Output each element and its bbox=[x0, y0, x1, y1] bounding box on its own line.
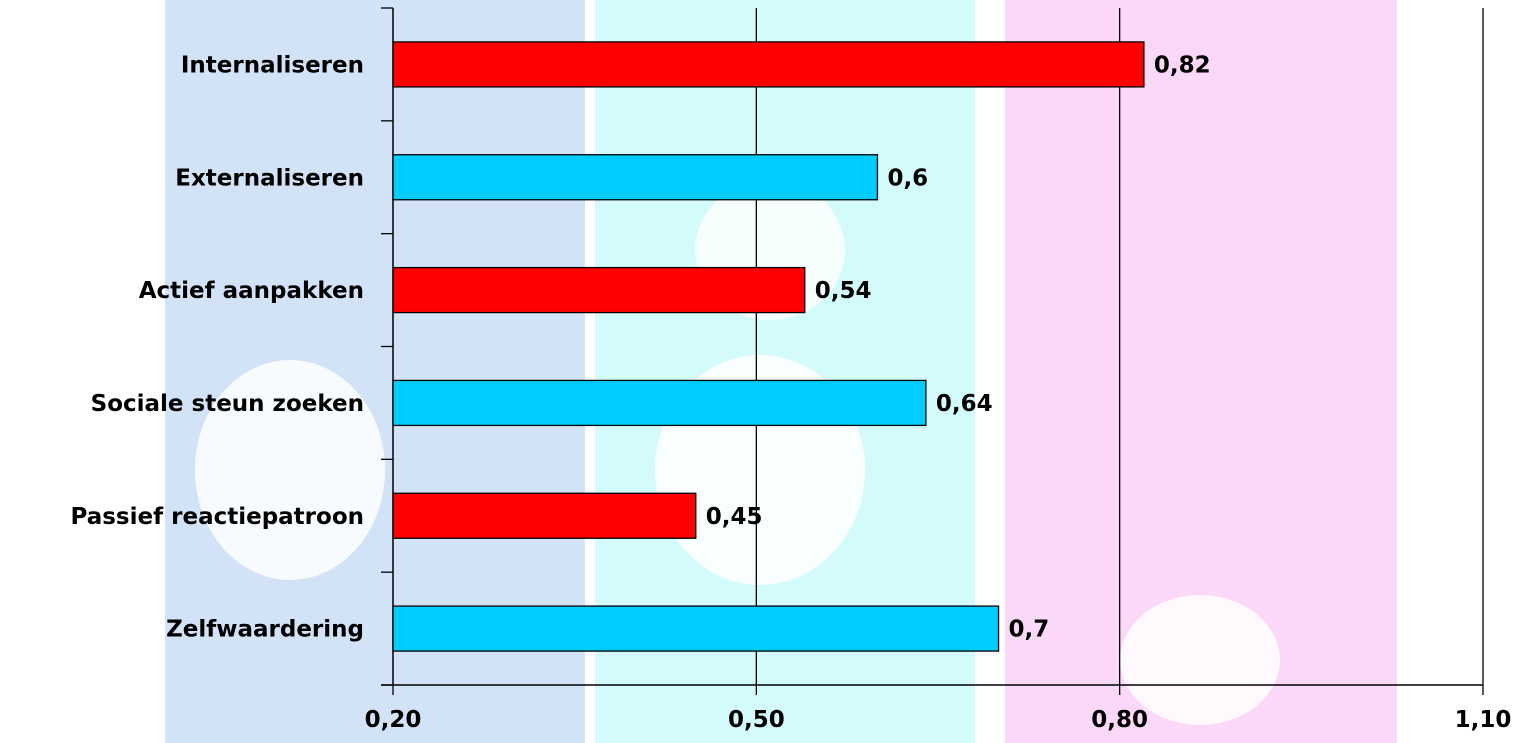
category-label: Zelfwaardering bbox=[166, 617, 364, 643]
bar-2 bbox=[392, 154, 879, 201]
data-label: 0,6 bbox=[887, 165, 928, 191]
data-label: 0,64 bbox=[936, 391, 993, 417]
category-label: Passief reactiepatroon bbox=[70, 504, 364, 530]
bar-1 bbox=[392, 41, 1145, 88]
bar-4 bbox=[392, 379, 927, 427]
x-tick-label: 0,20 bbox=[365, 707, 422, 733]
data-label: 0,82 bbox=[1154, 52, 1211, 78]
x-tick-label: 0,80 bbox=[1091, 707, 1148, 733]
data-label: 0,7 bbox=[1009, 617, 1050, 643]
x-tick-label: 1,10 bbox=[1455, 707, 1512, 733]
bar-6 bbox=[392, 605, 1000, 652]
data-label: 0,54 bbox=[815, 278, 872, 304]
category-label: Actief aanpakken bbox=[139, 278, 364, 304]
x-tick-label: 0,50 bbox=[728, 707, 785, 733]
background-white-blob bbox=[195, 360, 385, 580]
category-label: Externaliseren bbox=[175, 165, 364, 191]
category-label: Internaliseren bbox=[181, 52, 364, 78]
background-white-blob bbox=[1120, 595, 1280, 725]
category-label: Sociale steun zoeken bbox=[91, 391, 364, 417]
bar-5 bbox=[392, 492, 697, 539]
data-label: 0,45 bbox=[706, 504, 763, 530]
bar-3 bbox=[392, 266, 806, 314]
